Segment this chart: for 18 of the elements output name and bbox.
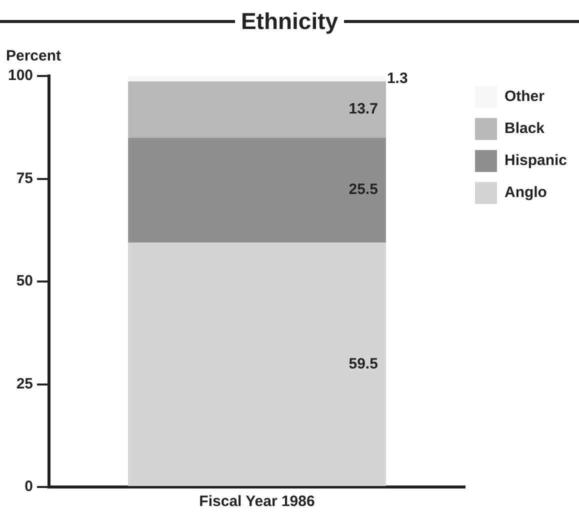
bar bbox=[128, 138, 386, 242]
bar bbox=[128, 242, 386, 486]
y-tick-label: 100 bbox=[8, 67, 34, 84]
y-axis-title: Percent bbox=[6, 48, 62, 65]
y-tick-label: 50 bbox=[16, 272, 34, 290]
data-label: 59.5 bbox=[348, 355, 378, 372]
legend-label: Hispanic bbox=[504, 152, 568, 170]
y-tick-label: 25 bbox=[16, 375, 34, 392]
data-label: 25.5 bbox=[348, 181, 378, 198]
data-label: 13.7 bbox=[348, 100, 378, 118]
y-tick-label: 0 bbox=[24, 478, 34, 496]
x-tick-label: Fiscal Year 1986 bbox=[199, 493, 315, 510]
legend-label: Other bbox=[504, 88, 545, 106]
chart-title: Ethnicity bbox=[240, 8, 340, 34]
y-tick-label: 75 bbox=[16, 170, 34, 187]
legend-label: Black bbox=[504, 120, 546, 138]
data-label: 1.3 bbox=[386, 70, 408, 87]
legend-label: Anglo bbox=[504, 184, 547, 202]
